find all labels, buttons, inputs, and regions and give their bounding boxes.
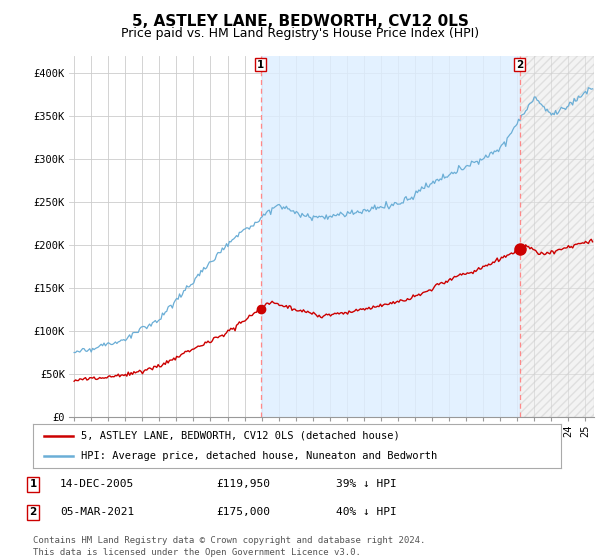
Text: 40% ↓ HPI: 40% ↓ HPI bbox=[336, 507, 397, 517]
Text: 1: 1 bbox=[257, 59, 265, 69]
Text: This data is licensed under the Open Government Licence v3.0.: This data is licensed under the Open Gov… bbox=[33, 548, 361, 557]
Text: 5, ASTLEY LANE, BEDWORTH, CV12 0LS: 5, ASTLEY LANE, BEDWORTH, CV12 0LS bbox=[131, 14, 469, 29]
Text: Contains HM Land Registry data © Crown copyright and database right 2024.: Contains HM Land Registry data © Crown c… bbox=[33, 536, 425, 545]
Text: 2: 2 bbox=[29, 507, 37, 517]
Text: 1: 1 bbox=[29, 479, 37, 489]
Text: £119,950: £119,950 bbox=[216, 479, 270, 489]
Text: 2: 2 bbox=[517, 59, 524, 69]
Bar bbox=[520, 56, 594, 417]
Text: 5, ASTLEY LANE, BEDWORTH, CV12 0LS (detached house): 5, ASTLEY LANE, BEDWORTH, CV12 0LS (deta… bbox=[80, 431, 399, 441]
Text: 05-MAR-2021: 05-MAR-2021 bbox=[60, 507, 134, 517]
Text: 39% ↓ HPI: 39% ↓ HPI bbox=[336, 479, 397, 489]
Text: Price paid vs. HM Land Registry's House Price Index (HPI): Price paid vs. HM Land Registry's House … bbox=[121, 27, 479, 40]
Bar bbox=[261, 56, 520, 417]
Text: HPI: Average price, detached house, Nuneaton and Bedworth: HPI: Average price, detached house, Nune… bbox=[80, 451, 437, 461]
Text: £175,000: £175,000 bbox=[216, 507, 270, 517]
Text: 14-DEC-2005: 14-DEC-2005 bbox=[60, 479, 134, 489]
